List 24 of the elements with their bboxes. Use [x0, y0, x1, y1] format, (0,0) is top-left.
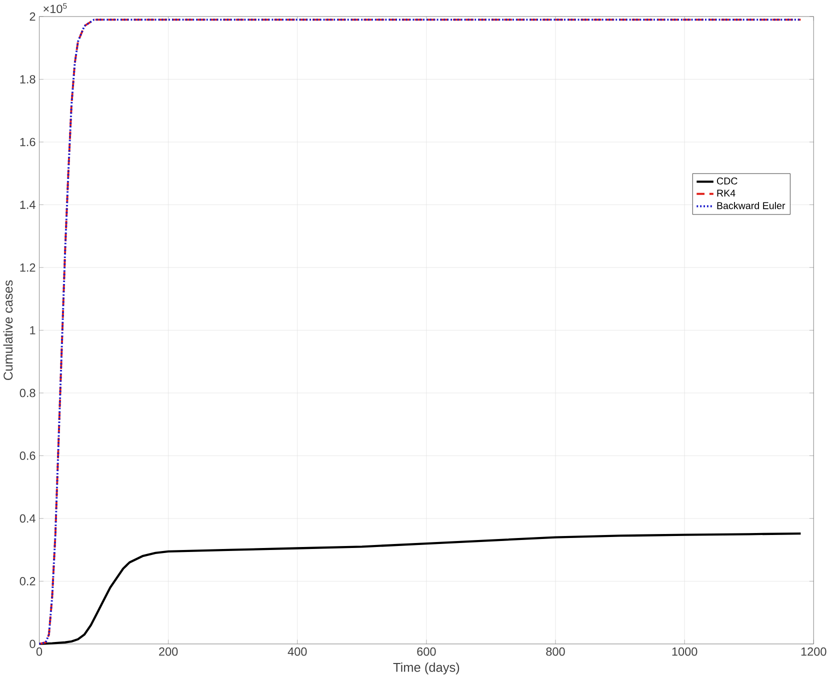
y-tick-label: 0.8: [20, 388, 36, 398]
x-tick-label: 1000: [672, 648, 698, 656]
legend-label: CDC: [716, 178, 738, 185]
y-tick-label: 0.6: [20, 452, 36, 460]
x-tick-label: 600: [417, 648, 436, 656]
legend-label: Backward Euler: [717, 202, 786, 210]
x-tick-label: 800: [546, 648, 565, 656]
legend-label: RK4: [717, 190, 736, 197]
y-tick-label: 1.4: [20, 200, 36, 209]
y-tick-label: 0.2: [20, 577, 36, 586]
x-tick-label: 400: [288, 648, 307, 656]
y-tick-label: 1: [30, 326, 36, 334]
y-tick-label: 0: [30, 640, 36, 648]
y-tick-label: 1.8: [20, 75, 36, 84]
text: ×10$^{5}$: [44, 3, 67, 14]
x-tick-label: 200: [159, 648, 178, 656]
y-tick-label: 2: [30, 12, 36, 21]
y-axis-title: Cumulative cases: [3, 280, 13, 380]
x-tick-label: 1200: [801, 648, 826, 656]
x-tick-label: 0: [36, 648, 42, 656]
y-tick-label: 0.4: [20, 514, 36, 523]
y-tick-label: 1.2: [20, 264, 36, 272]
x-axis-title: Time (days): [393, 662, 460, 675]
y-tick-label: 1.6: [20, 138, 36, 146]
